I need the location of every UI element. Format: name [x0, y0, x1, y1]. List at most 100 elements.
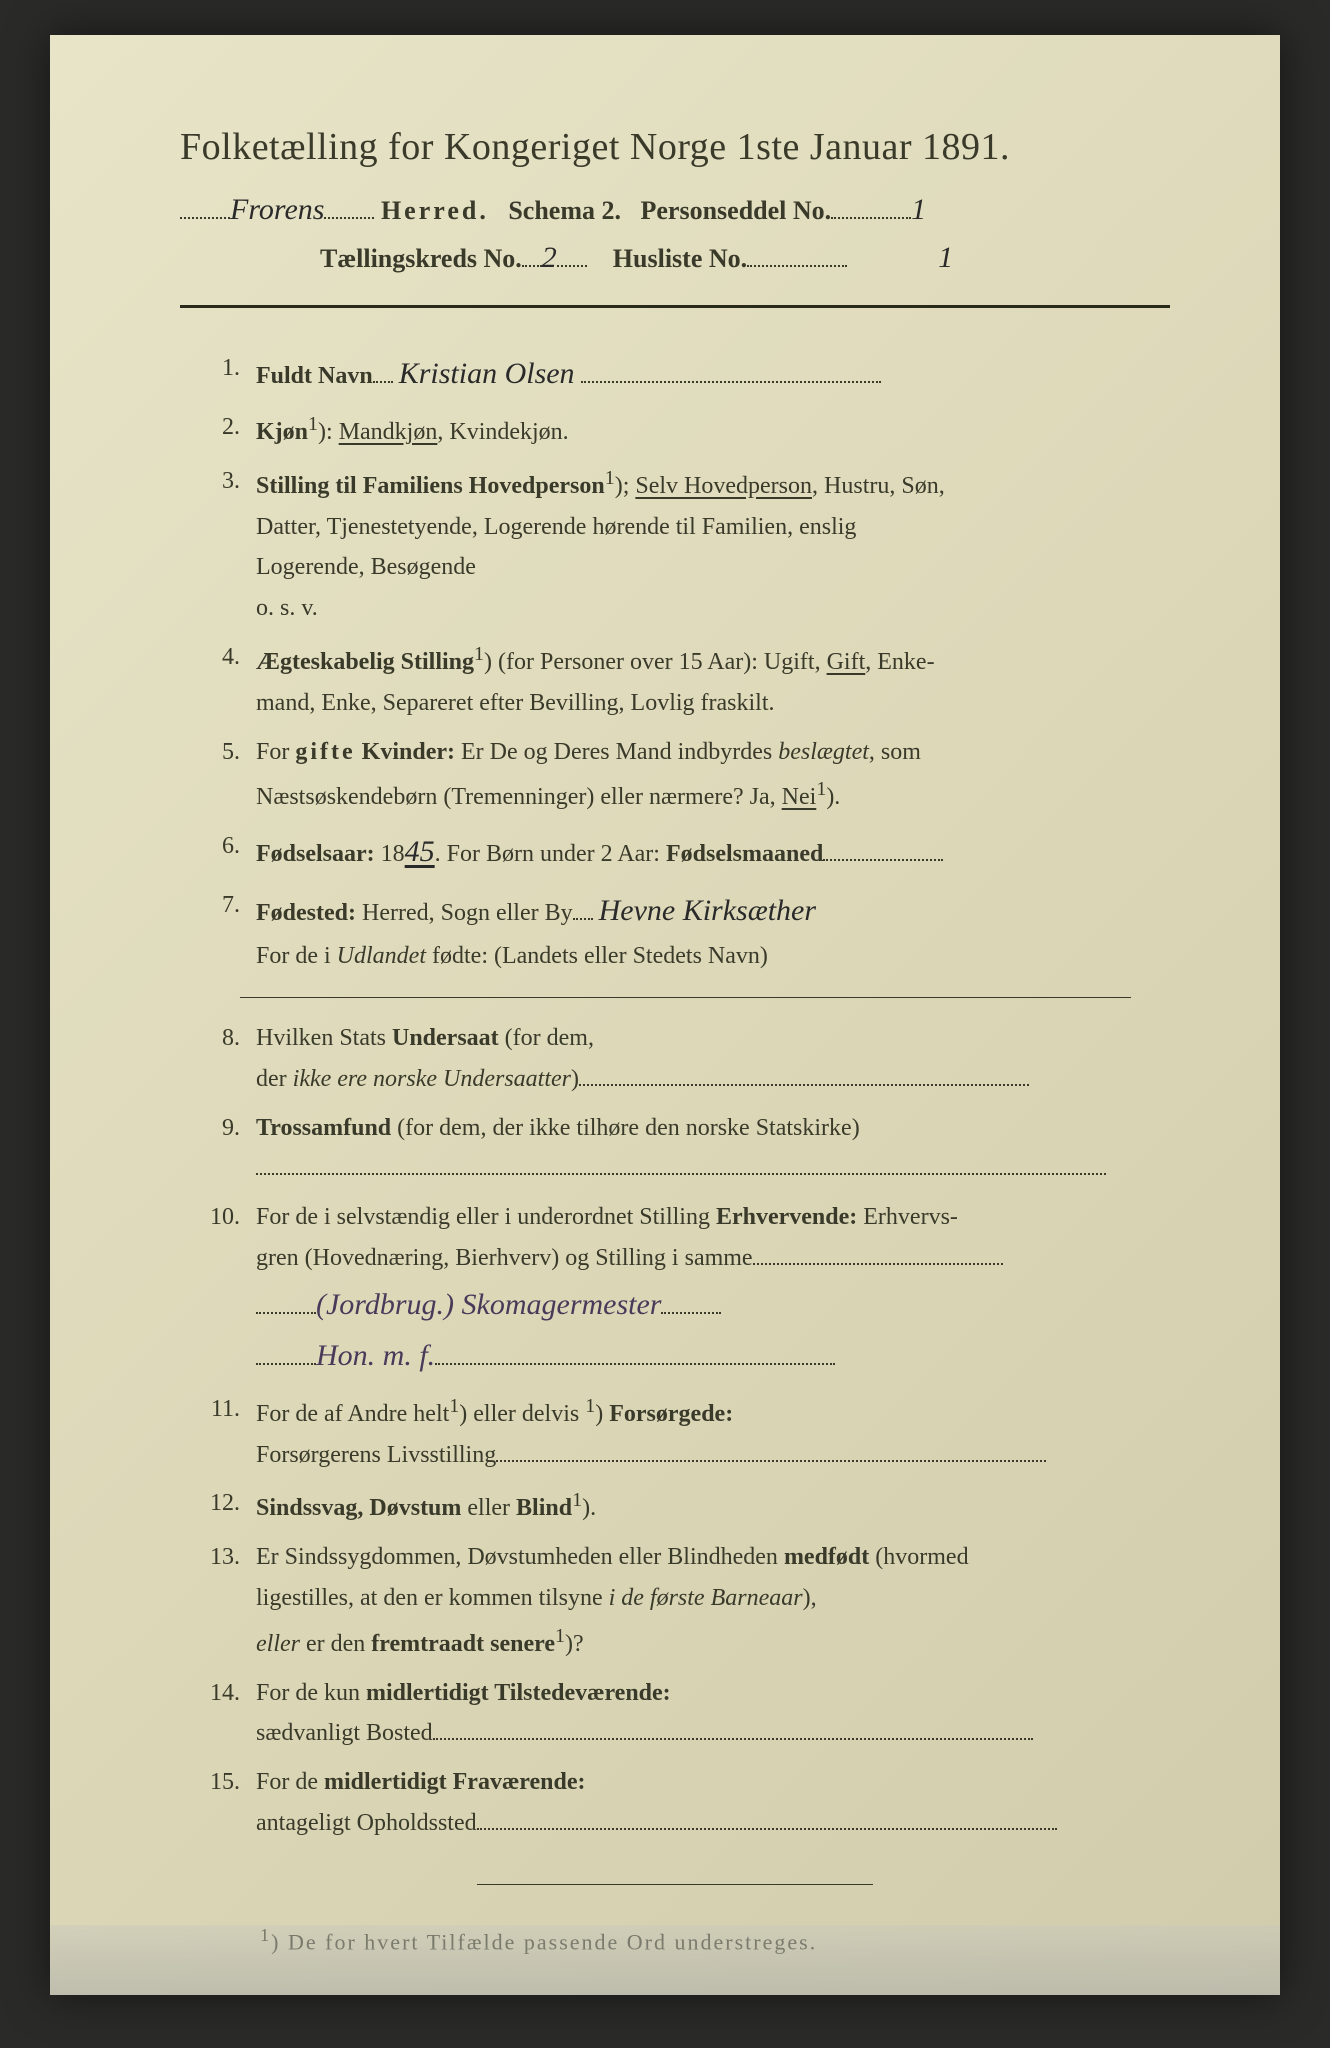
- line-5-2a: Næstsøskendebørn (Tremenninger) eller næ…: [256, 784, 782, 810]
- field-12: 12. Sindssvag, Døvstum eller Blind1).: [180, 1483, 1170, 1529]
- line-5-2b: ).: [826, 784, 840, 810]
- label-fodselsmaaned: Fødselsmaaned: [666, 841, 823, 867]
- scan-bottom-edge: [50, 1925, 1280, 1995]
- line-13-2b: ),: [803, 1585, 817, 1611]
- header-line-2: Tællingskreds No.2 Husliste No. 1: [320, 241, 1170, 275]
- field-8: 8. Hvilken Stats Undersaat (for dem, der…: [180, 1018, 1170, 1100]
- num-5: 5.: [180, 732, 256, 819]
- value-fodested: Hevne Kirksæther: [599, 894, 816, 927]
- rule-after-7: [240, 997, 1131, 998]
- sup-11a: 1: [449, 1395, 459, 1417]
- label-kvinder: Kvinder:: [356, 739, 455, 765]
- sup-13: 1: [555, 1625, 565, 1647]
- herred-label: Herred.: [381, 196, 489, 225]
- field-11: 11. For de af Andre helt1) eller delvis …: [180, 1389, 1170, 1476]
- num-15: 15.: [180, 1762, 256, 1844]
- sup-3: 1: [605, 467, 615, 489]
- field-6: 6. Fødselsaar: 1845. For Børn under 2 Aa…: [180, 826, 1170, 877]
- label-fremtraadt: fremtraadt senere: [371, 1631, 555, 1657]
- pre-11: For de af Andre helt: [256, 1401, 449, 1427]
- label-medfodt: medfødt: [784, 1544, 869, 1570]
- num-6: 6.: [180, 826, 256, 877]
- husliste-label: Husliste No.: [613, 244, 747, 273]
- rest-4b: , Enke-: [865, 649, 934, 675]
- field-7: 7. Fødested: Herred, Sogn eller By Hevne…: [180, 885, 1170, 977]
- scan-background: Folketælling for Kongeriget Norge 1ste J…: [0, 0, 1330, 2048]
- line-13-3a: eller: [256, 1631, 300, 1657]
- rest-3b: , Hustru, Søn,: [812, 473, 945, 499]
- line-3-4: o. s. v.: [256, 595, 318, 621]
- line-7-2a: For de i: [256, 943, 337, 969]
- rest-13: (hvormed: [869, 1544, 968, 1570]
- value-fuldt-navn: Kristian Olsen: [399, 357, 575, 390]
- num-13: 13.: [180, 1537, 256, 1664]
- opt-selv-hovedperson: Selv Hovedperson: [635, 473, 812, 499]
- label-fodested: Fødested:: [256, 900, 356, 926]
- field-3: 3. Stilling til Familiens Hovedperson1);…: [180, 461, 1170, 629]
- pre-8: Hvilken Stats: [256, 1025, 392, 1051]
- label-fuldt-navn: Fuldt Navn: [256, 363, 373, 389]
- rest-5b: , som: [869, 739, 921, 765]
- label-sindssvag: Sindssvag, Døvstum: [256, 1495, 461, 1521]
- mid-11: ) eller delvis: [459, 1401, 585, 1427]
- field-10: 10. For de i selvstændig eller i underor…: [180, 1197, 1170, 1381]
- line-11-2: Forsørgerens Livsstilling: [256, 1442, 496, 1468]
- line-13-2a: ligestilles, at den er kommen tilsyne: [256, 1585, 609, 1611]
- rest-10: Erhvervs-: [857, 1204, 958, 1230]
- line-3-2: Datter, Tjenestetyende, Logerende hørend…: [256, 514, 856, 540]
- line-10-2: gren (Hovednæring, Bierhverv) og Stillin…: [256, 1245, 753, 1271]
- line-13-3b: er den: [300, 1631, 371, 1657]
- line-4-2: mand, Enke, Separeret efter Bevilling, L…: [256, 690, 775, 716]
- personseddel-label: Personseddel No.: [641, 196, 832, 225]
- field-9: 9. Trossamfund (for dem, der ikke tilhør…: [180, 1108, 1170, 1190]
- num-11: 11.: [180, 1389, 256, 1476]
- label-aegteskab: Ægteskabelig Stilling: [256, 649, 474, 675]
- field-15: 15. For de midlertidigt Fraværende: anta…: [180, 1762, 1170, 1844]
- label-gifte: gifte: [295, 739, 355, 765]
- year-prefix: 18: [375, 841, 405, 867]
- num-12: 12.: [180, 1483, 256, 1529]
- end-12: ).: [582, 1495, 596, 1521]
- field-4: 4. Ægteskabelig Stilling1) (for Personer…: [180, 637, 1170, 724]
- label-stilling: Stilling til Familiens Hovedperson: [256, 473, 605, 499]
- field-13: 13. Er Sindssygdommen, Døvstumheden elle…: [180, 1537, 1170, 1664]
- ital-ikke-norske: ikke ere norske Undersaatter: [293, 1066, 571, 1092]
- num-9: 9.: [180, 1108, 256, 1190]
- rest-2: ):: [318, 419, 339, 445]
- value-year: 45: [405, 835, 435, 868]
- rest-4a: ) (for Personer over 15 Aar): Ugift,: [484, 649, 827, 675]
- sup-11b: 1: [585, 1395, 595, 1417]
- field-1: 1. Fuldt Navn Kristian Olsen: [180, 348, 1170, 399]
- field-2: 2. Kjøn1): Mandkjøn, Kvindekjøn.: [180, 407, 1170, 453]
- sup-2: 1: [308, 413, 318, 435]
- line-15-2: antageligt Opholdssted: [256, 1810, 477, 1836]
- line-8-2a: der: [256, 1066, 293, 1092]
- opt-kvindekjon: , Kvindekjøn.: [437, 419, 568, 445]
- husliste-no: 1: [938, 241, 953, 274]
- num-7: 7.: [180, 885, 256, 977]
- rest-9: (for dem, der ikke tilhøre den norske St…: [391, 1115, 860, 1141]
- label-tilstedevaerende: midlertidigt Tilstedeværende:: [366, 1680, 671, 1706]
- rest-12: eller: [461, 1495, 516, 1521]
- label-kjon: Kjøn: [256, 419, 308, 445]
- pre-5: For: [256, 739, 295, 765]
- num-3: 3.: [180, 461, 256, 629]
- pre-14: For de kun: [256, 1680, 366, 1706]
- herred-value: Frorens: [230, 193, 324, 226]
- line-8-2b: ): [571, 1066, 579, 1092]
- label-blind: Blind: [516, 1495, 572, 1521]
- header-line-1: Frorens Herred. Schema 2. Personseddel N…: [180, 193, 1170, 227]
- sup-12: 1: [572, 1489, 582, 1511]
- label-undersaat: Undersaat: [392, 1025, 499, 1051]
- opt-mandkjon: Mandkjøn: [339, 419, 438, 445]
- ital-udlandet: Udlandet: [337, 943, 426, 969]
- label-trossamfund: Trossamfund: [256, 1115, 391, 1141]
- ital-beslaegtet: beslægtet: [778, 739, 869, 765]
- rest-7: Herred, Sogn eller By: [356, 900, 573, 926]
- rest-3a: );: [615, 473, 636, 499]
- line-3-3: Logerende, Besøgende: [256, 554, 476, 580]
- schema-label: Schema 2.: [508, 196, 621, 225]
- opt-nei: Nei: [782, 784, 817, 810]
- label-fodselsaar: Fødselsaar:: [256, 841, 375, 867]
- ital-barneaar: i de første Barneaar: [609, 1585, 803, 1611]
